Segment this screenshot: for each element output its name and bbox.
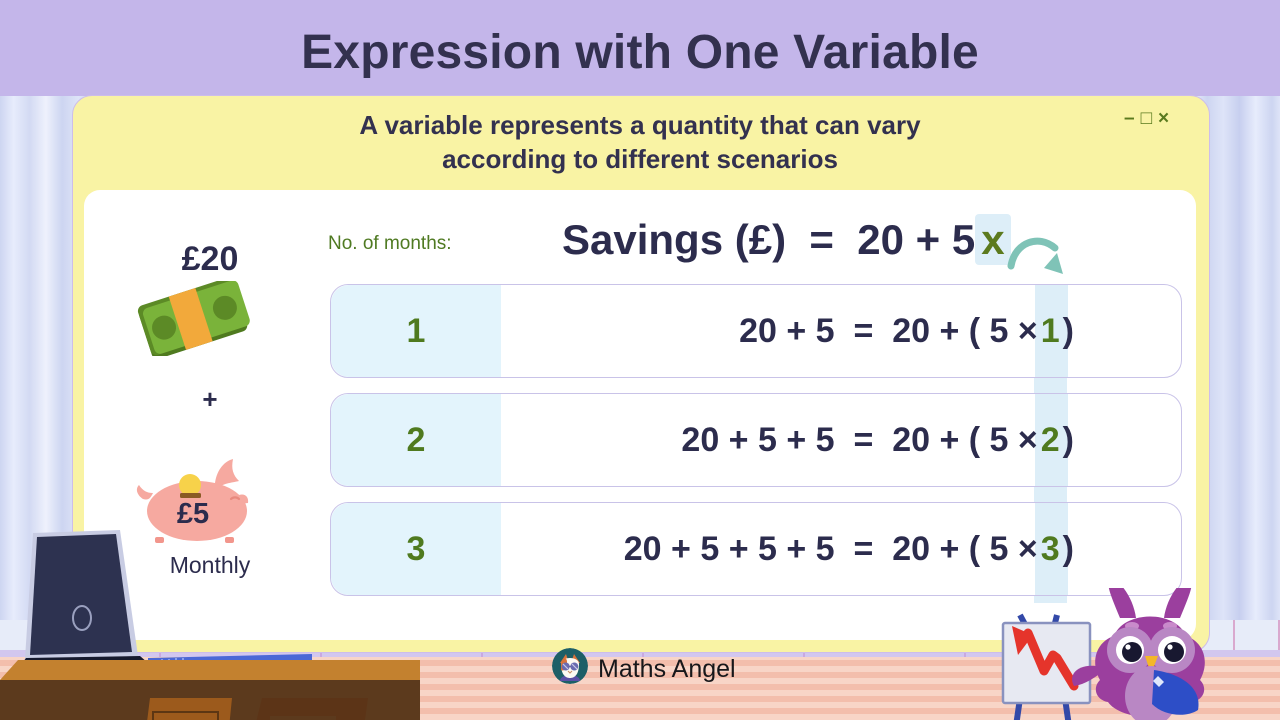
svg-text:£5: £5 (177, 498, 209, 530)
